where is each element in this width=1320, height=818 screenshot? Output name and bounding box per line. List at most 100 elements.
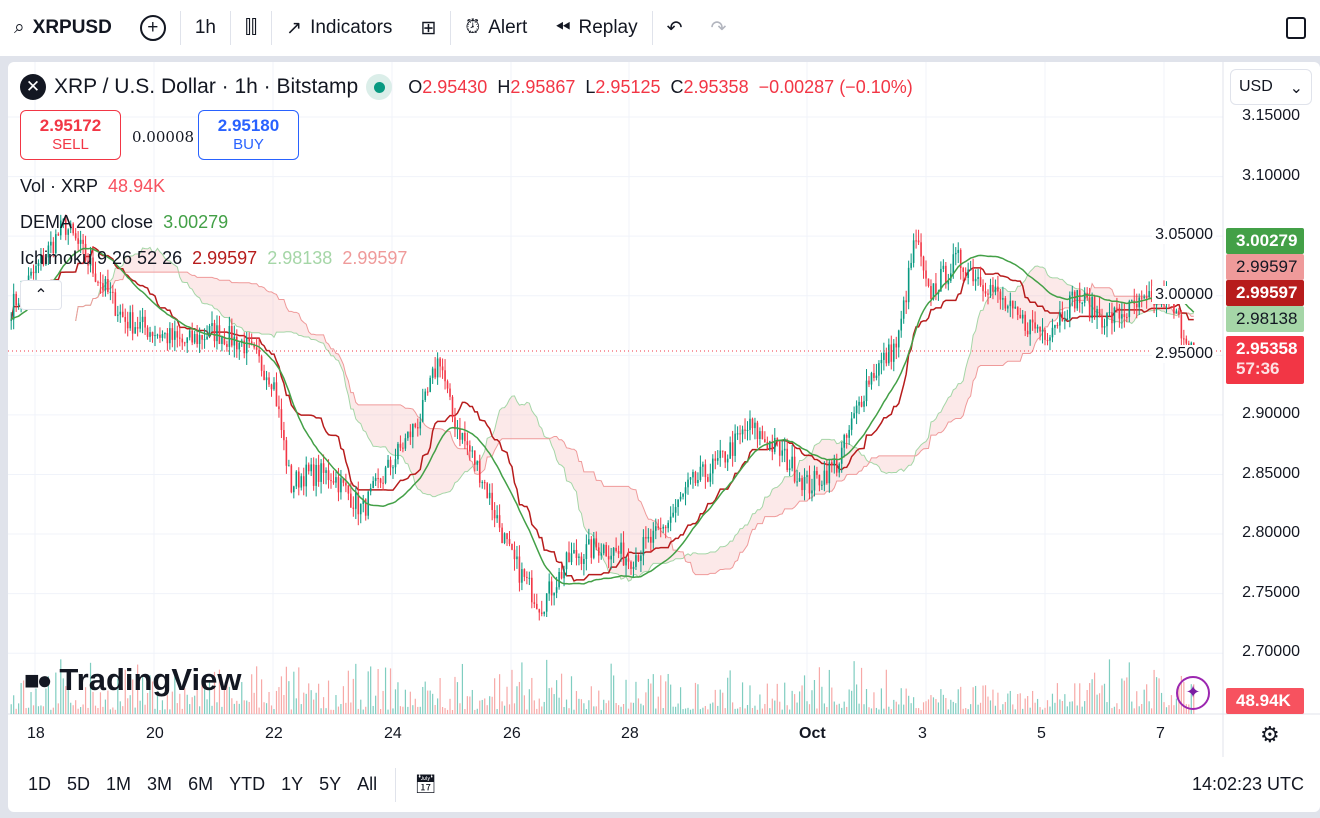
candle-body (1138, 297, 1141, 308)
candle-body (337, 477, 340, 493)
volume-bar (922, 702, 925, 714)
candle-body (136, 327, 139, 329)
volume-bar (997, 692, 999, 714)
fullscreen-button[interactable] (1272, 8, 1320, 48)
volume-bar (25, 708, 27, 714)
volume-bar (75, 700, 77, 714)
replay-button[interactable]: ⏪︎ Replay (555, 17, 638, 38)
volume-bar (35, 688, 37, 714)
volume-bar (992, 689, 994, 714)
undo-button[interactable]: ↶ (653, 8, 697, 48)
candle-body (917, 240, 920, 243)
candle-body (476, 460, 479, 465)
date-range-button[interactable]: 📅︎ (406, 774, 445, 795)
volume-bar (585, 709, 587, 714)
symbol-search[interactable]: ⌕ XRPUSD (14, 17, 112, 38)
volume-bar (270, 705, 273, 714)
range-5d[interactable]: 5D (67, 774, 91, 794)
range-all[interactable]: All (357, 774, 378, 794)
ichimoku-legend[interactable]: Ichimoku 9 26 52 26 2.99597 2.98138 2.99… (20, 248, 408, 268)
time-axis-label: 24 (384, 725, 402, 742)
candle-body (1056, 325, 1059, 327)
sell-button[interactable]: 2.95172 SELL (20, 110, 121, 160)
volume-bar (957, 689, 959, 714)
volume-bar (642, 705, 644, 714)
volume-bar (456, 682, 459, 714)
candle-body (1014, 306, 1017, 309)
candle-body (87, 260, 89, 266)
candle-body (47, 245, 50, 258)
candle-body (345, 482, 347, 486)
collapse-legend-button[interactable]: ⌃ (20, 280, 62, 310)
volume-bar (382, 690, 384, 714)
chart-type-button[interactable]: ⫿⫿ (231, 8, 271, 48)
volume-bar (203, 685, 206, 714)
volume-bar (878, 709, 880, 714)
candle-body (255, 347, 258, 350)
volume-bar (610, 663, 612, 714)
candle-body (45, 257, 47, 265)
candle-body (744, 429, 746, 431)
alert-button[interactable]: ⏰︎ Alert (465, 17, 528, 38)
volume-bar (206, 699, 208, 714)
candle-body (394, 459, 397, 468)
range-6m[interactable]: 6M (188, 774, 214, 794)
candle-body (159, 334, 161, 338)
candle-body (265, 377, 268, 381)
candle-body (429, 377, 431, 392)
volume-bar (444, 708, 446, 714)
redo-button[interactable]: ↷ (697, 8, 741, 48)
range-5y[interactable]: 5Y (319, 774, 342, 794)
volume-legend[interactable]: Vol · XRP 48.94K (20, 176, 166, 196)
candle-body (156, 334, 159, 336)
volume-bar (960, 686, 962, 714)
candle-body (290, 465, 293, 493)
range-1y[interactable]: 1Y (281, 774, 304, 794)
volume-bar (1136, 691, 1138, 714)
volume-bar (409, 691, 411, 714)
buy-button[interactable]: 2.95180 BUY (198, 110, 299, 160)
currency-select[interactable]: USD ⌄ (1230, 69, 1312, 105)
candle-body (1150, 291, 1153, 297)
candle-body (64, 219, 67, 235)
compare-button[interactable]: + (126, 8, 180, 48)
candle-body (679, 496, 682, 500)
volume-bar (80, 707, 82, 714)
volume-bar (313, 699, 315, 714)
volume-bar (739, 707, 741, 714)
volume-bar (776, 683, 778, 714)
price-chart[interactable] (8, 62, 1320, 757)
volume-bar (166, 695, 168, 714)
candle-body (642, 537, 645, 556)
assistant-icon[interactable]: ✦ (1176, 676, 1210, 710)
volume-bar (137, 664, 139, 714)
dema-legend[interactable]: DEMA 200 close 3.00279 (20, 212, 229, 232)
volume-bar (32, 705, 35, 714)
volume-bar (181, 708, 183, 714)
candle-body (650, 536, 652, 543)
candle-body (1113, 307, 1116, 324)
range-1m[interactable]: 1M (106, 774, 132, 794)
chart-settings-button[interactable]: ⚙ (1260, 722, 1280, 748)
layouts-button[interactable]: ⊞ (406, 8, 450, 48)
candle-body (922, 256, 925, 271)
price-axis-label: 3.15000 (1242, 107, 1300, 124)
range-3m[interactable]: 3M (147, 774, 173, 794)
candle-body (687, 479, 689, 488)
candle-body (280, 409, 283, 431)
volume-bar (513, 703, 516, 714)
volume-bar (1004, 701, 1006, 714)
indicators-button[interactable]: ↗ Indicators (286, 17, 393, 39)
range-1d[interactable]: 1D (28, 774, 52, 794)
candle-body (481, 482, 484, 484)
volume-bar (883, 708, 885, 714)
volume-bar (471, 689, 473, 714)
price-axis-label: 3.00000 (1152, 285, 1216, 304)
volume-bar (1034, 702, 1036, 714)
volume-bar (662, 708, 664, 714)
clock[interactable]: 14:02:23 UTC (1191, 774, 1304, 794)
volume-bar (927, 699, 930, 714)
interval-button[interactable]: 1h (194, 17, 216, 38)
volume-bar (318, 683, 320, 714)
range-ytd[interactable]: YTD (229, 774, 266, 794)
